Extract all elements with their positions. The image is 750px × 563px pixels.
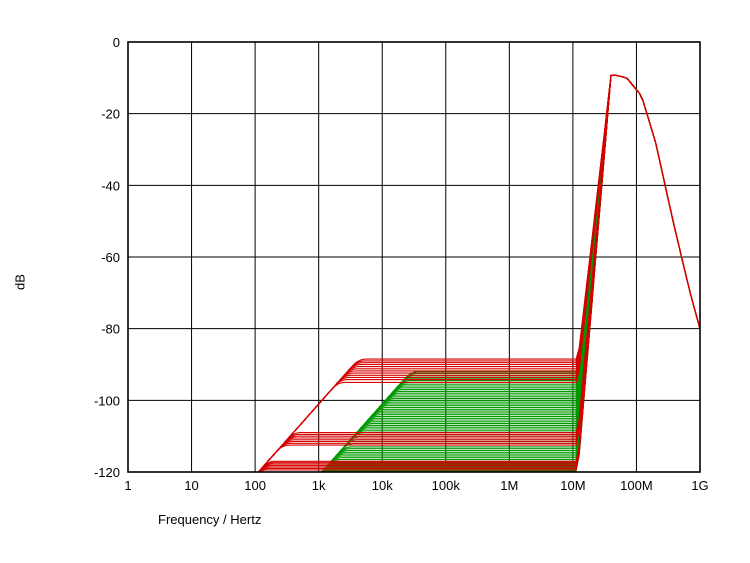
x-tick-label: 10k	[372, 478, 393, 493]
x-tick-label: 100	[244, 478, 266, 493]
x-tick-label: 1k	[312, 478, 326, 493]
frequency-response-chart: 1 10 100 1k 10k 100k 1M 10M 100M 1G -120 -100 -80 -60…	[0, 0, 750, 563]
x-tick-label: 10	[184, 478, 198, 493]
y-tick-label: 0	[113, 35, 120, 50]
y-tick-label: -60	[101, 250, 120, 265]
y-tick-label: -120	[94, 465, 120, 480]
x-tick-label: 1M	[500, 478, 518, 493]
x-tick-label: 100M	[620, 478, 653, 493]
x-axis-label: Frequency / Hertz	[158, 512, 261, 527]
y-tick-label: -100	[94, 393, 120, 408]
x-tick-label: 1	[124, 478, 131, 493]
y-tick-label: -80	[101, 322, 120, 337]
x-tick-label: 10M	[560, 478, 585, 493]
x-tick-label: 100k	[432, 478, 461, 493]
y-tick-label: -20	[101, 107, 120, 122]
chart-svg: 1 10 100 1k 10k 100k 1M 10M 100M 1G -120 -100 -80 -60…	[0, 0, 750, 563]
y-axis-label: dB	[12, 274, 27, 290]
x-tick-label: 1G	[691, 478, 708, 493]
y-tick-label: -40	[101, 178, 120, 193]
